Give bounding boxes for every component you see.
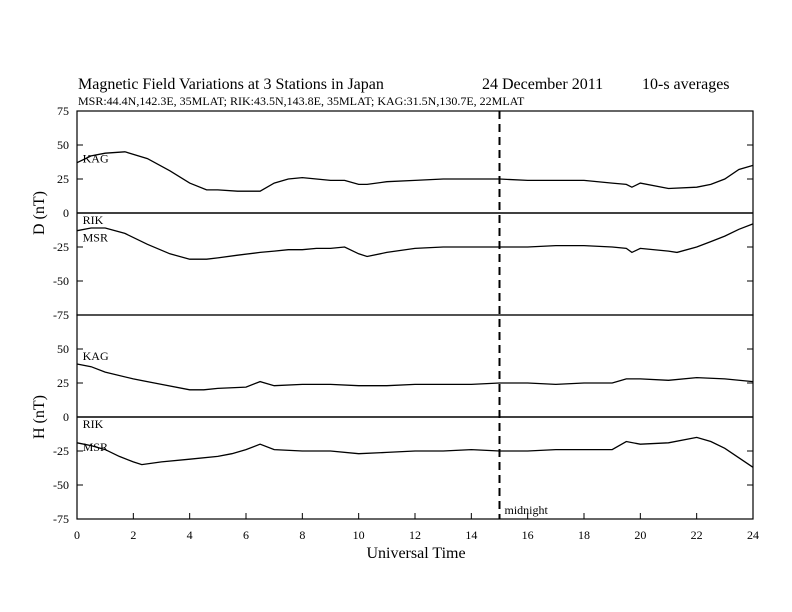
midnight-label: midnight: [505, 503, 549, 517]
x-tick-label: 14: [465, 528, 477, 542]
x-tick-label: 20: [634, 528, 646, 542]
panel-1: 75 50 25 0 -25 -50 -75 D (nT) KAG RIK MSR: [31, 104, 754, 322]
y-tick-label: -25: [53, 240, 69, 254]
x-tick-label: 2: [130, 528, 136, 542]
x-tick-label: 4: [187, 528, 193, 542]
y-tick-label: -75: [53, 308, 69, 322]
y-tick-label: 0: [63, 410, 69, 424]
station-label: KAG: [83, 152, 109, 166]
x-tick-label: 6: [243, 528, 249, 542]
series-line-2: [76, 223, 754, 260]
x-axis-label: Universal Time: [366, 545, 465, 562]
station-label: MSR: [83, 440, 108, 454]
station-label: KAG: [83, 349, 109, 363]
y-tick-label: 25: [57, 376, 69, 390]
series-line-1: [76, 363, 754, 391]
x-tick-label: 24: [747, 528, 759, 542]
midnight-marker: midnight: [498, 111, 549, 519]
series-line-2: [76, 436, 754, 468]
x-tick-label: 0: [74, 528, 80, 542]
y-axis-label: H (nT): [31, 395, 48, 439]
x-tick-label: 16: [522, 528, 534, 542]
y-axis-label: D (nT): [31, 191, 48, 235]
y-tick-label: 25: [57, 172, 69, 186]
y-tick-label: -50: [53, 478, 69, 492]
chart-averaging: 10-s averages: [642, 76, 730, 93]
chart-date: 24 December 2011: [482, 76, 603, 93]
panel-2: 50 25 0 -25 -50 -75 H (nT) KAG RIK MSR: [31, 314, 754, 526]
y-tick-label: 50: [57, 342, 69, 356]
x-tick-label: 8: [299, 528, 305, 542]
station-label: RIK: [83, 213, 104, 227]
y-tick-label: -25: [53, 444, 69, 458]
station-label: RIK: [83, 417, 104, 431]
station-label: MSR: [83, 230, 108, 244]
y-tick-label: 75: [57, 104, 69, 118]
y-tick-label: 50: [57, 138, 69, 152]
x-tick-label: 10: [353, 528, 365, 542]
panels: 75 50 25 0 -25 -50 -75 D (nT) KAG RIK MSR 50 25 0 -25 -…: [31, 104, 754, 526]
chart-title: Magnetic Field Variations at 3 Stations …: [78, 76, 384, 93]
y-tick-label: 0: [63, 206, 69, 220]
x-tick-label: 18: [578, 528, 590, 542]
y-tick-label: -75: [53, 512, 69, 526]
x-tick-label: 12: [409, 528, 421, 542]
y-tick-label: -50: [53, 274, 69, 288]
stations-info: MSR:44.4N,142.3E, 35MLAT; RIK:43.5N,143.…: [78, 94, 525, 108]
x-tick-label: 22: [691, 528, 703, 542]
x-axis: 0 2 4 6 8 10 12 14 16 18 20 22 24: [74, 513, 759, 542]
series-line-1: [76, 151, 754, 192]
